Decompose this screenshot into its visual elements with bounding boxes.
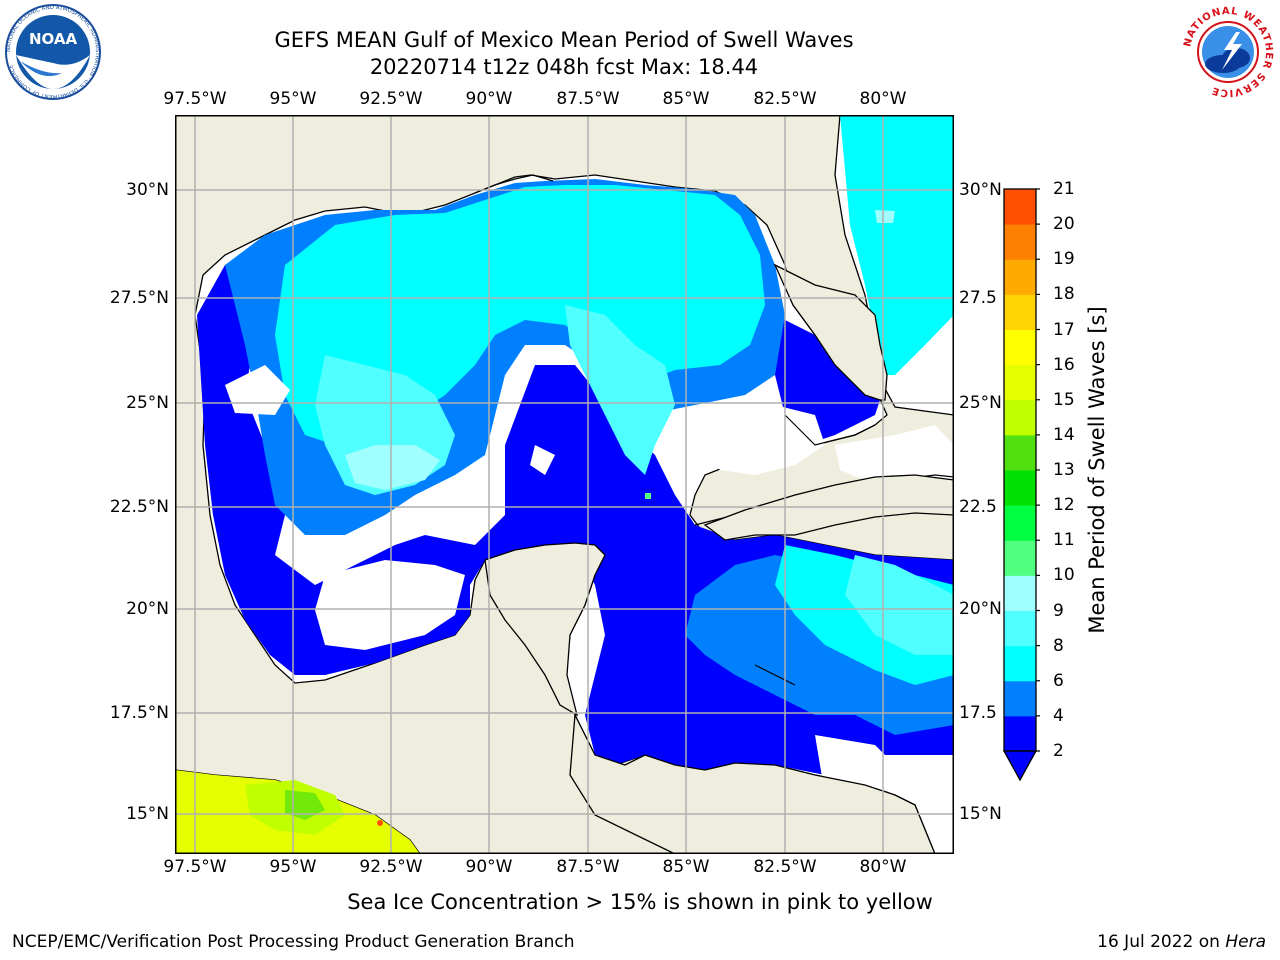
lat-tick-left: 20°N — [126, 599, 169, 619]
colorbar-band — [1004, 505, 1036, 541]
footer-credit: NCEP/EMC/Verification Post Processing Pr… — [12, 932, 575, 952]
colorbar — [1002, 188, 1040, 782]
lon-tick-bottom: 97.5°W — [163, 857, 227, 877]
nws-logo: NATIONAL WEATHER SERVICE — [1182, 6, 1273, 98]
lon-tick-bottom: 82.5°W — [753, 857, 817, 877]
lat-tick-right: 17.5 — [959, 703, 997, 723]
map-subtitle: 20220714 t12z 048h fcst Max: 18.44 — [369, 55, 759, 79]
footer-date-text: 16 Jul 2022 on — [1097, 932, 1226, 952]
colorbar-band — [1004, 434, 1036, 471]
colorbar-band — [1004, 540, 1036, 576]
lat-tick-left: 25°N — [126, 393, 169, 413]
lat-tick-right: 15°N — [959, 804, 1002, 824]
colorbar-band — [1004, 259, 1036, 295]
sea-ice-caption: Sea Ice Concentration > 15% is shown in … — [347, 890, 933, 914]
colorbar-tick: 4 — [1053, 705, 1064, 726]
colorbar-tick: 10 — [1053, 565, 1075, 586]
swell-period-map — [175, 115, 954, 854]
lat-tick-right: 30°N — [959, 180, 1002, 200]
colorbar-band — [1004, 645, 1036, 682]
map-title: GEFS MEAN Gulf of Mexico Mean Period of … — [274, 28, 854, 52]
lat-tick-left: 22.5°N — [109, 497, 169, 517]
colorbar-tick: 9 — [1053, 600, 1064, 621]
lon-tick-top: 85°W — [662, 89, 710, 109]
colorbar-band — [1004, 715, 1036, 752]
sea-ice-shading — [175, 770, 420, 854]
lon-tick-top: 97.5°W — [163, 89, 227, 109]
svg-text:NOAA: NOAA — [29, 30, 78, 48]
colorbar-band — [1004, 680, 1036, 717]
colorbar-band — [1004, 329, 1036, 366]
colorbar-tick: 16 — [1053, 354, 1075, 375]
colorbar-tick: 17 — [1053, 319, 1075, 340]
footer-host: Hera — [1225, 932, 1266, 952]
colorbar-tick: 11 — [1053, 530, 1075, 551]
lat-tick-right: 27.5 — [959, 288, 997, 308]
noaa-logo: NOAA NATIONAL OCEANIC AND ATMOSPHERIC AD… — [5, 4, 101, 100]
colorbar-tick: 18 — [1053, 284, 1075, 305]
colorbar-tick: 2 — [1053, 741, 1064, 761]
lat-tick-right: 25°N — [959, 393, 1002, 413]
colorbar-band — [1004, 189, 1036, 225]
lat-tick-left: 17.5°N — [109, 703, 169, 723]
colorbar-band — [1004, 294, 1036, 330]
lon-tick-bottom: 95°W — [269, 857, 317, 877]
colorbar-tick: 15 — [1053, 389, 1075, 410]
footer-date: 16 Jul 2022 on Hera — [1097, 932, 1266, 952]
map-gridlines — [175, 115, 954, 854]
colorbar-label: Mean Period of Swell Waves [s] — [1085, 306, 1109, 634]
lat-tick-right: 22.5 — [959, 497, 997, 517]
colorbar-tick: 20 — [1053, 214, 1075, 235]
colorbar-band — [1004, 364, 1036, 401]
colorbar-extend-arrow — [1002, 750, 1038, 782]
colorbar-tick: 14 — [1053, 424, 1075, 445]
lon-tick-bottom: 87.5°W — [556, 857, 620, 877]
lat-tick-left: 27.5°N — [109, 288, 169, 308]
lon-tick-top: 82.5°W — [753, 89, 817, 109]
lon-tick-bottom: 80°W — [859, 857, 907, 877]
lat-tick-right: 20°N — [959, 599, 1002, 619]
colorbar-tick: 12 — [1053, 495, 1075, 516]
colorbar-band — [1004, 399, 1036, 436]
colorbar-band — [1004, 575, 1036, 611]
lon-tick-bottom: 85°W — [662, 857, 710, 877]
lon-tick-top: 80°W — [859, 89, 907, 109]
lon-tick-top: 95°W — [269, 89, 317, 109]
lat-tick-left: 30°N — [126, 180, 169, 200]
lon-tick-bottom: 90°W — [465, 857, 513, 877]
colorbar-tick: 19 — [1053, 249, 1075, 270]
colorbar-band — [1004, 610, 1036, 647]
colorbar-tick: 8 — [1053, 635, 1064, 656]
lon-tick-top: 90°W — [465, 89, 513, 109]
map-frame — [175, 115, 954, 854]
lon-tick-top: 92.5°W — [359, 89, 423, 109]
lon-tick-top: 87.5°W — [556, 89, 620, 109]
lat-tick-left: 15°N — [126, 804, 169, 824]
colorbar-tick: 13 — [1053, 460, 1075, 480]
colorbar-band — [1004, 224, 1036, 260]
colorbar-tick: 21 — [1053, 179, 1075, 199]
colorbar-tick: 6 — [1053, 670, 1064, 691]
lon-tick-bottom: 92.5°W — [359, 857, 423, 877]
colorbar-band — [1004, 470, 1036, 506]
